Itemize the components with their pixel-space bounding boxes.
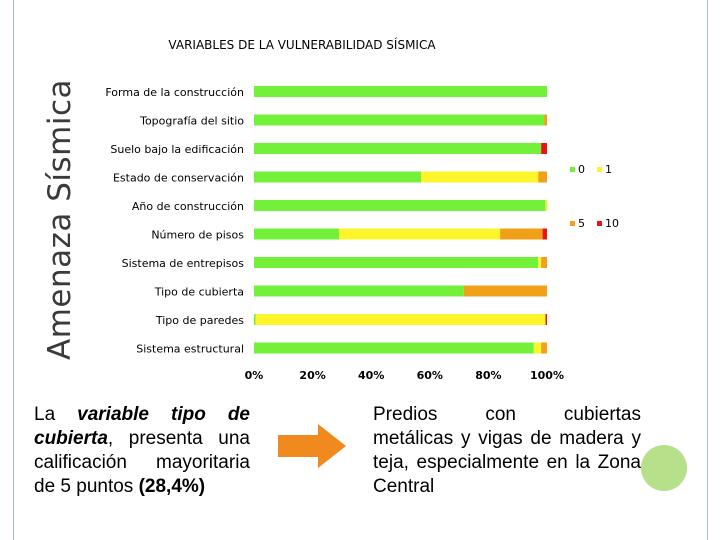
left-note-emphasis: variable tipo de cubierta — [34, 404, 250, 449]
bar-segment — [254, 342, 534, 354]
x-tick-label: 0% — [245, 369, 264, 382]
bar-segment — [254, 314, 256, 325]
bar-segment — [254, 171, 422, 183]
bar-segment — [538, 171, 547, 183]
bar-segment — [538, 257, 542, 268]
category-label: Año de construcción — [132, 200, 244, 213]
left-note-percentage: (28,4%) — [138, 476, 206, 497]
bar-segment — [541, 342, 547, 354]
bar-segment — [421, 171, 539, 183]
bar-segment — [254, 86, 547, 97]
category-label: Forma de la construcción — [105, 86, 244, 99]
x-tick-label: 20% — [299, 369, 325, 382]
arrow-right-icon — [278, 424, 346, 468]
category-label: Sistema de entrepisos — [122, 257, 245, 270]
right-note: Predios con cubiertas metálicas y vigas … — [373, 404, 641, 497]
bar-segment — [254, 228, 339, 240]
stacked-bar-chart: VARIABLES DE LA VULNERABILIDAD SÍSMICA Fo… — [105, 37, 619, 382]
bar-segment — [545, 314, 548, 325]
bar-segment — [338, 228, 501, 240]
bar-segment — [254, 257, 539, 268]
side-title: Amenaza Sísmica — [42, 78, 78, 360]
left-note: La variable tipo de cubierta, presenta u… — [34, 403, 250, 499]
category-label: Topografía del sitio — [139, 115, 244, 128]
bar-segment — [254, 114, 545, 126]
bar-segment — [254, 200, 546, 211]
left-note-part-1: La — [34, 404, 78, 425]
category-label: Tipo de cubierta — [154, 286, 244, 299]
category-label: Número de pisos — [151, 229, 244, 242]
category-label: Tipo de paredes — [155, 314, 244, 327]
x-tick-label: 80% — [475, 369, 501, 382]
category-label: Suelo bajo la edificación — [110, 143, 244, 156]
chart-title: VARIABLES DE LA VULNERABILIDAD SÍSMICA — [168, 37, 436, 52]
category-label: Sistema estructural — [136, 343, 244, 356]
legend-swatch — [570, 221, 575, 226]
bar-segment — [255, 314, 546, 325]
bar-segment — [500, 228, 543, 240]
decorative-line-right — [707, 0, 708, 540]
left-note-part-3: , presenta una calificación mayoritaria … — [34, 428, 250, 497]
bar-segment — [533, 342, 542, 354]
bar-segment — [254, 285, 464, 297]
bar-segment — [544, 114, 547, 126]
legend-swatch — [597, 167, 602, 172]
legend-swatch — [597, 221, 602, 226]
legend-label: 5 — [578, 217, 585, 230]
x-tick-label: 40% — [358, 369, 384, 382]
bar-segment — [542, 228, 547, 240]
legend-label: 1 — [605, 163, 612, 176]
bar-segment — [463, 285, 547, 297]
legend-label: 0 — [578, 163, 585, 176]
bar-segment — [254, 143, 542, 154]
x-tick-label: 60% — [417, 369, 443, 382]
bar-segment — [541, 143, 547, 154]
category-label: Estado de conservación — [113, 172, 244, 185]
x-tick-label: 100% — [530, 369, 564, 382]
bar-segment — [541, 257, 547, 268]
decorative-circle — [641, 445, 687, 491]
legend-label: 10 — [605, 217, 619, 230]
decorative-line-left — [13, 0, 14, 540]
bar-segment — [545, 200, 548, 211]
legend-swatch — [570, 167, 575, 172]
